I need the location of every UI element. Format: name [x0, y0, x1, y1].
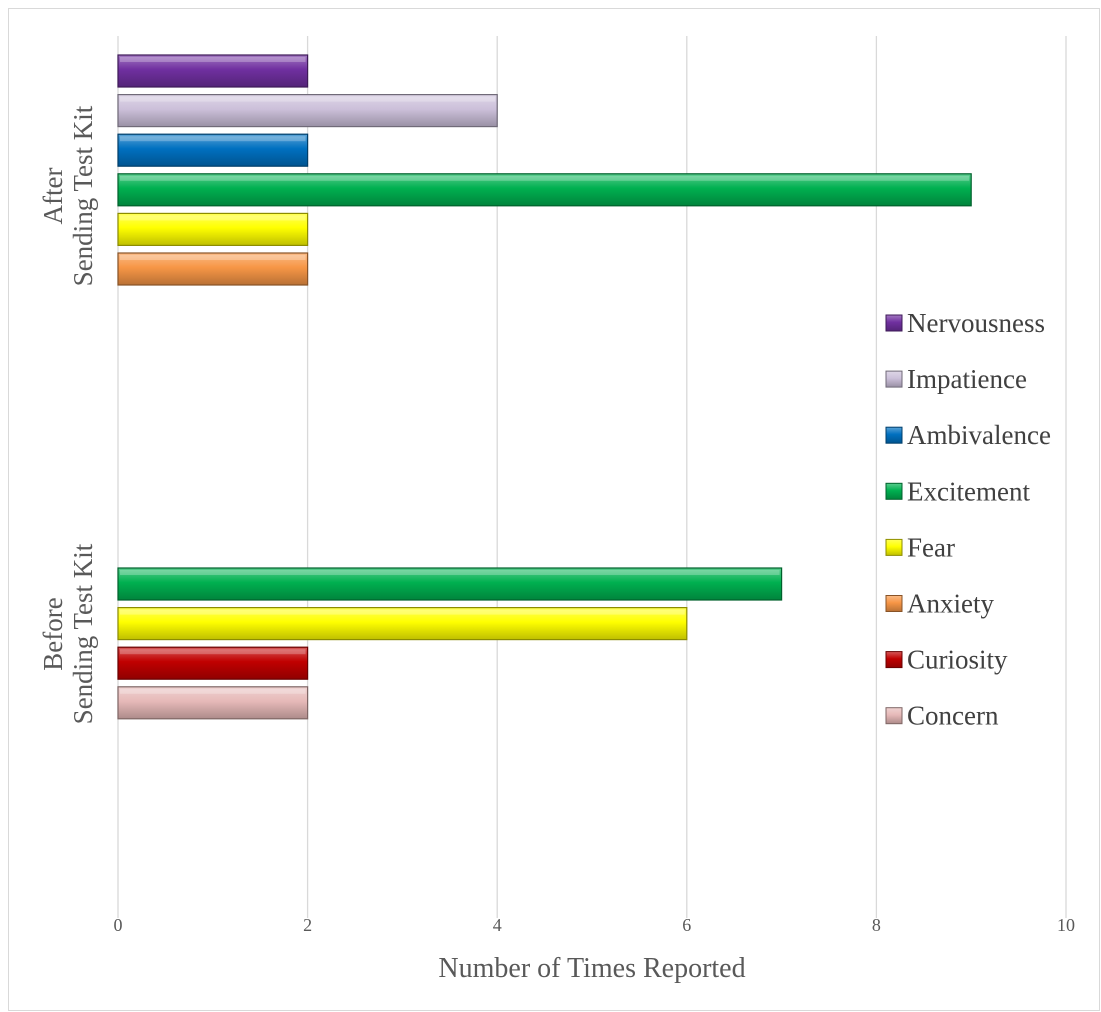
bar-highlight	[120, 96, 496, 102]
x-tick-label-2: 2	[303, 915, 312, 935]
legend-item-excitement: Excitement	[885, 476, 1030, 506]
legend-swatch-impatience	[885, 370, 903, 388]
bar-highlight	[120, 649, 306, 655]
legend-item-curiosity: Curiosity	[885, 645, 1008, 675]
bar-highlight	[120, 570, 780, 575]
bar-highlight	[120, 57, 306, 62]
legend-item-concern: Concern	[885, 701, 999, 731]
bar-after-ambivalence	[117, 133, 309, 167]
bar-highlight	[120, 609, 685, 615]
legend-label-curiosity: Curiosity	[907, 645, 1008, 675]
legend-item-fear: Fear	[885, 532, 955, 562]
legend-label-excitement: Excitement	[907, 476, 1030, 506]
legend-swatch-nervousness	[885, 314, 903, 332]
legend-label-concern: Concern	[907, 701, 999, 731]
legend-item-impatience: Impatience	[885, 364, 1027, 394]
legend-item-ambivalence: Ambivalence	[885, 420, 1051, 450]
legend-swatch-ambivalence	[885, 426, 903, 444]
legend-swatch-concern	[885, 707, 903, 725]
category-label-before: BeforeSending Test Kit	[38, 543, 98, 724]
x-tick-label-4: 4	[493, 915, 502, 935]
legend-swatch-curiosity	[885, 651, 903, 669]
bar-after-nervousness	[117, 54, 309, 88]
x-tick-label-10: 10	[1057, 915, 1075, 935]
category-label-after: AfterSending Test Kit	[38, 105, 98, 286]
x-tick-label-0: 0	[114, 915, 123, 935]
bar-highlight	[120, 688, 306, 694]
legend-item-anxiety: Anxiety	[885, 589, 994, 619]
legend-label-nervousness: Nervousness	[907, 308, 1045, 338]
bar-before-concern	[117, 686, 309, 720]
bar-before-excitement	[117, 567, 783, 601]
legend-swatch-fear	[885, 538, 903, 556]
bar-after-anxiety	[117, 252, 309, 286]
x-axis-ticks: 0 2 4 6 8 10	[114, 915, 1076, 935]
bar-highlight	[120, 175, 970, 181]
bar-highlight	[120, 136, 306, 142]
legend-label-impatience: Impatience	[907, 364, 1027, 394]
legend-label-ambivalence: Ambivalence	[907, 420, 1051, 450]
bar-before-fear	[117, 606, 688, 641]
legend-label-fear: Fear	[907, 532, 955, 562]
legend-label-anxiety: Anxiety	[907, 589, 994, 619]
bar-after-fear	[117, 212, 309, 246]
bar-highlight	[120, 215, 306, 221]
category-labels: AfterSending Test Kit BeforeSending Test …	[38, 105, 98, 724]
bar-highlight	[120, 255, 306, 260]
bar-after-impatience	[117, 93, 498, 128]
x-axis-title: Number of Times Reported	[438, 953, 745, 984]
bar-before-curiosity	[117, 646, 309, 680]
bars	[117, 54, 972, 720]
bar-after-excitement	[117, 173, 972, 207]
x-tick-label-8: 8	[872, 915, 881, 935]
legend-swatch-excitement	[885, 482, 903, 500]
legend-item-nervousness: Nervousness	[885, 308, 1045, 338]
legend-swatch-anxiety	[885, 595, 903, 612]
x-tick-label-6: 6	[682, 915, 691, 935]
legend: Nervousness Impatience Ambivalence Exciteme…	[885, 308, 1051, 731]
